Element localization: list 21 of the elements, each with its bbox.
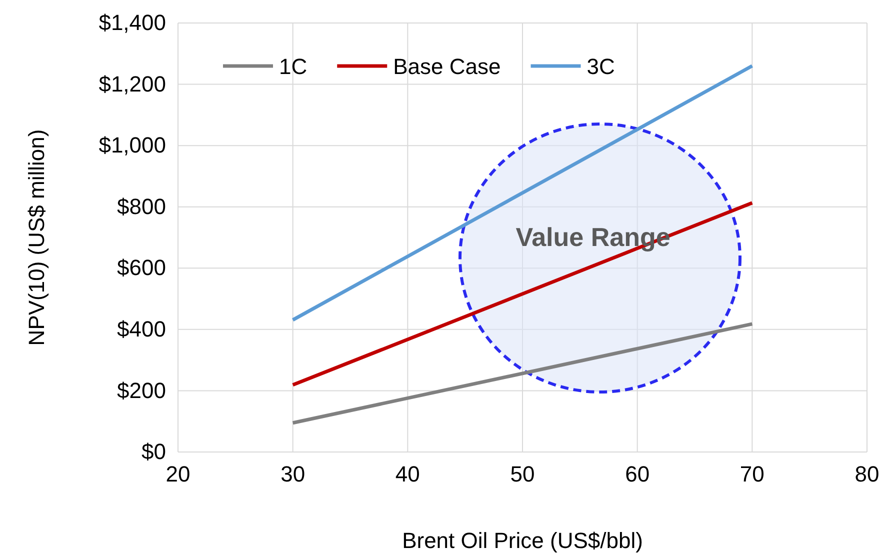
- legend-label: 1C: [279, 54, 308, 79]
- y-tick-label: $0: [142, 439, 166, 464]
- y-tick-label: $1,400: [98, 10, 166, 36]
- y-tick-label: $1,200: [98, 71, 166, 96]
- annotation: Value Range: [516, 222, 670, 252]
- legend-label: 3C: [586, 54, 615, 79]
- y-tick-label: $1,000: [98, 132, 166, 158]
- x-tick-label: 70: [740, 462, 764, 487]
- x-tick-label: 20: [166, 462, 190, 487]
- y-tick-label: $400: [117, 316, 166, 342]
- y-axis-title: NPV(10) (US$ million): [24, 129, 49, 346]
- x-tick-label: 40: [395, 462, 420, 487]
- y-tick-label: $600: [117, 255, 166, 280]
- x-axis-title: Brent Oil Price (US$/bbl): [402, 528, 643, 553]
- y-tick-label: $800: [117, 194, 166, 219]
- x-tick-label: 80: [854, 462, 880, 487]
- x-tick-label: 50: [510, 462, 535, 487]
- legend-label: Base Case: [393, 54, 501, 79]
- x-tick-label: 30: [280, 462, 306, 487]
- x-tick-label: 60: [625, 462, 650, 487]
- y-tick-label: $200: [117, 378, 166, 403]
